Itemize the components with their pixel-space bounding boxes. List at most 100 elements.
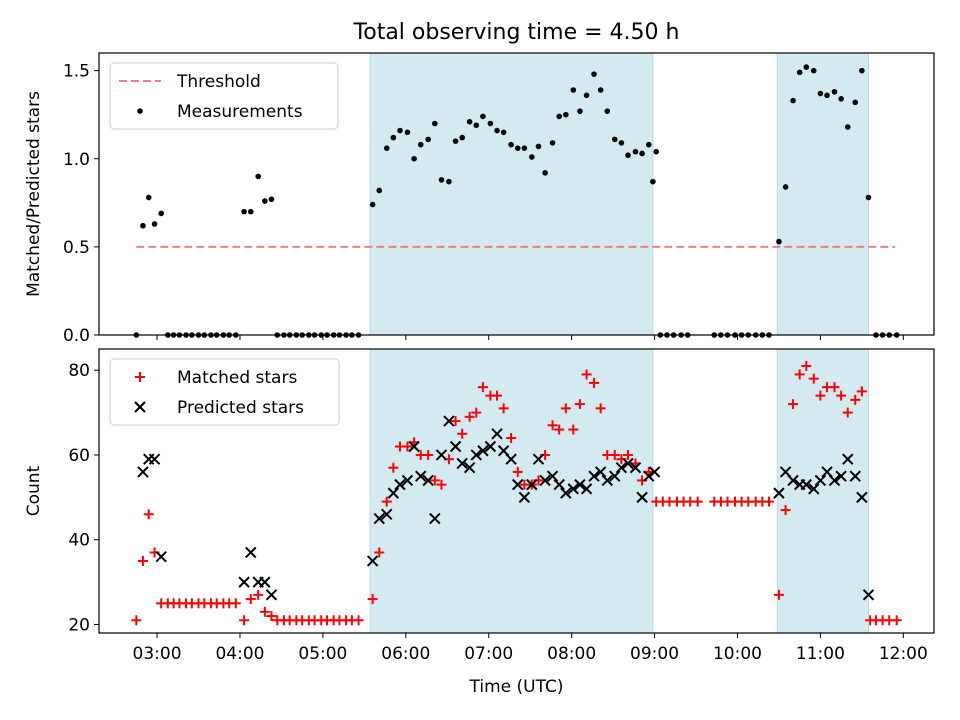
predicted-star-point [259,576,271,588]
measurement-point [390,134,397,141]
x-stroke [594,466,607,478]
predicted-star-point [505,453,517,465]
matched-star-point [574,399,585,410]
matched-star-point [842,407,853,418]
x-stroke [245,546,257,559]
x-stroke [505,453,517,465]
matched-star-point [131,615,142,626]
x-stroke [601,474,614,487]
matched-star-point [367,594,378,605]
measurement-point [466,118,473,125]
x-stroke [373,512,385,525]
matched-star-point [692,496,703,507]
matched-star-point [388,462,399,473]
matched-star-point [856,386,867,397]
x-stroke [567,483,580,495]
matched-star-point [773,589,784,600]
predicted-star-point [265,589,278,601]
measurement-point [790,97,796,104]
measurement-point [255,173,262,180]
x-stroke [636,491,648,504]
y-tick-label: 0.5 [63,238,90,258]
predicted-star-point [814,474,827,487]
axes-frame [98,348,935,634]
x-stroke [648,466,661,478]
matched-star-point [402,441,413,452]
legend-box [109,358,340,426]
x-stroke [512,478,524,491]
predicted-star-point [443,415,455,427]
matched-star-point [450,416,461,427]
predicted-star-point [381,508,393,521]
y-tick-label: 0.0 [63,326,90,346]
shaded-interval [369,52,654,336]
x-stroke [366,555,379,567]
predicted-star-point [415,470,427,482]
x-stroke [546,470,559,482]
x-stroke [491,428,503,440]
measurement-point [831,88,838,95]
matched-star-point [780,505,791,516]
predicted-star-point [615,461,628,474]
y-axis-label: Matched/Predicted stars [24,91,44,297]
predicted-star-point [842,453,854,465]
matched-star-point [836,390,847,401]
x-tick-label: 10:00 [713,644,762,664]
matched-star-point [492,390,503,401]
measurement-point [425,136,431,143]
legend-box [109,62,339,130]
measurement-point [404,129,411,136]
matched-star-point [850,394,861,405]
predicted-star-point [477,445,489,457]
matched-star-point [464,411,475,422]
predicted-star-point [526,478,538,491]
x-stroke [449,440,462,453]
measurement-point [500,129,507,136]
x-stroke [155,550,167,563]
measurement-point [865,194,872,201]
predicted-star-point [588,470,600,482]
matched-star-point [471,407,482,418]
predicted-star-point [155,550,167,563]
y-tick-label: 1.0 [63,150,90,170]
x-stroke [808,483,820,495]
measurement-point [782,184,789,190]
predicted-star-point [512,478,524,491]
matched-star-point [381,496,392,507]
measurement-point [432,120,438,127]
matched-star-point [829,382,840,393]
predicted-star-point [808,483,820,495]
measurement-point [776,238,782,245]
measurement-point [397,127,403,134]
measurement-point [618,140,625,146]
x-stroke [773,487,785,499]
measurement-point [494,127,500,134]
y-axis-label: Count [24,465,44,516]
x-stroke [849,470,861,482]
x-axis-label: Time (UTC) [469,677,564,697]
predicted-star-point [828,474,841,487]
measurement-point [653,148,660,155]
x-stroke [526,478,538,491]
x-tick-label: 04:00 [215,644,264,664]
matched-star-point [259,606,270,617]
matched-star-point [374,547,385,558]
x-tick-label: 11:00 [796,644,845,664]
x-stroke [470,449,482,461]
matched-star-point [560,403,571,414]
predicted-star-point [849,470,861,482]
predicted-star-point [636,491,648,504]
predicted-star-point [463,461,476,474]
measurement-point [650,178,656,185]
axes-frame [98,52,935,336]
measurement-point [383,145,390,151]
legend-label: Threshold [176,72,261,92]
predicted-star-point [648,466,661,478]
predicted-star-point [429,512,441,525]
matched-star-point [595,403,606,414]
x-stroke [787,474,799,487]
measurement-point [145,194,152,201]
legend-predicted-swatch [134,401,146,413]
measurement-point [369,201,376,208]
measurement-point [591,71,597,77]
